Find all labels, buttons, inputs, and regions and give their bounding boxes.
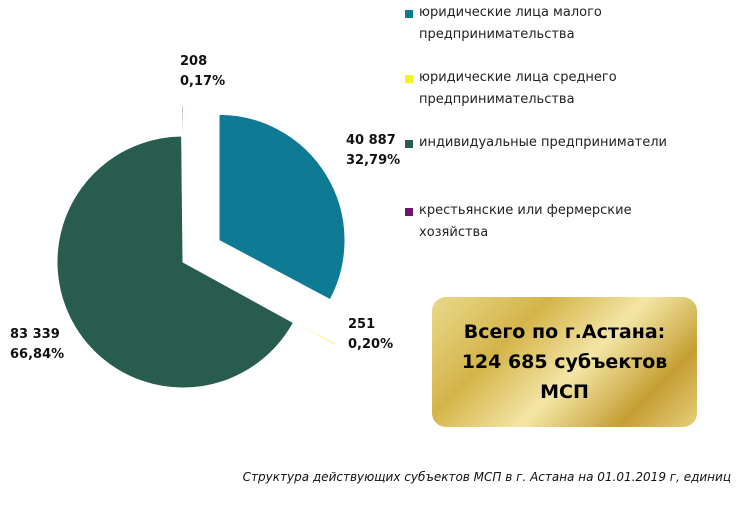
- label-individual-entrepreneurs: 83 339 66,84%: [10, 325, 64, 365]
- pie-slice-farms: [181, 105, 184, 233]
- chart-caption: Структура действующих субъектов МСП в г.…: [242, 470, 731, 484]
- legend-item-medium-business: юридические лица среднего предпринимател…: [405, 67, 719, 111]
- value-label-medium-business: 251: [348, 317, 376, 332]
- legend-label-individual-entrepreneurs: индивидуальные предприниматели: [419, 135, 667, 150]
- legend-label-small-business: юридические лица малого предпринимательс…: [419, 5, 602, 42]
- value-label-small-business: 40 887: [346, 133, 396, 148]
- label-medium-business: 251 0,20%: [348, 315, 393, 355]
- legend-label-medium-business: юридические лица среднего предпринимател…: [419, 70, 617, 107]
- legend-item-small-business: юридические лица малого предпринимательс…: [405, 2, 719, 46]
- label-small-business: 40 887 32,79%: [346, 131, 400, 171]
- value-label-farms: 208: [180, 54, 208, 69]
- total-summary-line3: МСП: [540, 381, 589, 403]
- legend-item-individual-entrepreneurs: индивидуальные предприниматели: [405, 132, 719, 154]
- total-summary-box: Всего по г.Астана: 124 685 субъектов МСП: [432, 297, 697, 427]
- percent-label-individual-entrepreneurs: 66,84%: [10, 347, 65, 362]
- legend-swatch-small-business: [405, 10, 413, 18]
- legend-swatch-farms: [405, 208, 413, 216]
- percent-label-farms: 0,17%: [180, 74, 226, 89]
- legend-swatch-individual-entrepreneurs: [405, 140, 413, 148]
- percent-label-small-business: 32,79%: [346, 153, 401, 168]
- total-summary-line2: 124 685 субъектов: [461, 351, 668, 373]
- pie-slice-individual-entrepreneurs: [56, 135, 295, 389]
- label-farms: 208 0,17%: [180, 52, 225, 92]
- legend-swatch-medium-business: [405, 75, 413, 83]
- legend-label-farms: крестьянские или фермерские хозяйства: [419, 203, 632, 240]
- value-label-individual-entrepreneurs: 83 339: [10, 327, 60, 342]
- legend-item-farms: крестьянские или фермерские хозяйства: [405, 200, 719, 244]
- total-summary-line1: Всего по г.Астана:: [463, 321, 666, 343]
- percent-label-medium-business: 0,20%: [348, 337, 394, 352]
- pie-slice-small-business: [218, 113, 346, 301]
